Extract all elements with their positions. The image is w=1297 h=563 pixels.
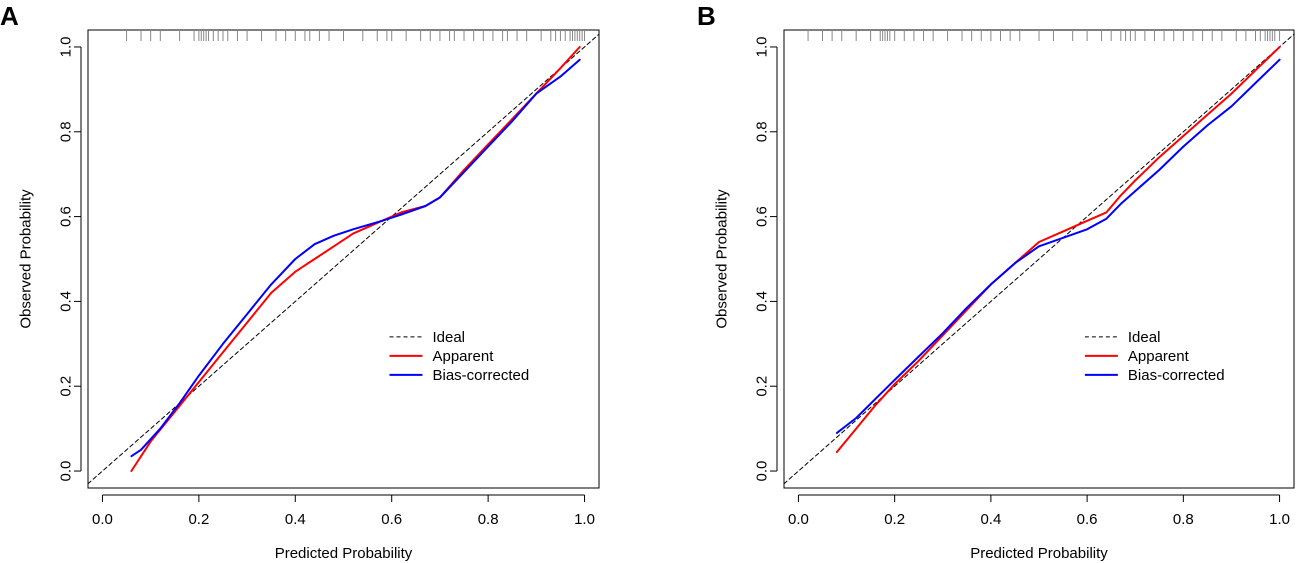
legend-label: Apparent bbox=[432, 348, 494, 365]
y-axis-title: Observed Probability bbox=[18, 189, 35, 329]
x-tick-label: 0.0 bbox=[788, 511, 809, 528]
x-tick-label: 0.2 bbox=[188, 511, 209, 528]
legend-label: Ideal bbox=[1128, 329, 1161, 346]
x-axis-title: Predicted Probability bbox=[970, 545, 1108, 562]
x-tick-label: 0.4 bbox=[980, 511, 1001, 528]
y-tick-label: 0.0 bbox=[754, 461, 771, 482]
y-tick-label: 0.6 bbox=[58, 206, 75, 227]
x-tick-label: 0.8 bbox=[1173, 511, 1194, 528]
y-tick-label: 0.8 bbox=[58, 121, 75, 142]
y-tick-label: 1.0 bbox=[58, 37, 75, 58]
legend-label: Ideal bbox=[432, 329, 465, 346]
x-tick-label: 0.6 bbox=[381, 511, 402, 528]
series-line-apparent bbox=[835, 46, 1281, 453]
y-tick-label: 0.4 bbox=[58, 291, 75, 312]
y-tick-label: 0.4 bbox=[754, 291, 771, 312]
x-tick-label: 0.6 bbox=[1077, 511, 1098, 528]
legend-label: Bias-corrected bbox=[1128, 367, 1225, 384]
panel-a: A 0.0 0.2 0.4 0.6 0.8 1.0 0.0 0.2 0.4 0.6 0.8 1.0 Pre… bbox=[0, 1, 600, 562]
y-tick-label: 0.6 bbox=[754, 206, 771, 227]
x-tick-label: 0.4 bbox=[285, 511, 306, 528]
series-line-ideal bbox=[784, 33, 1294, 485]
y-axis-title: Observed Probability bbox=[714, 189, 731, 329]
y-tick-label: 0.0 bbox=[58, 461, 75, 482]
panel-label: B bbox=[697, 1, 716, 31]
panel-b: B 0.0 0.2 0.4 0.6 0.8 1.0 0.0 0.2 0.4 0.6 0.8 1.0 Pre… bbox=[697, 1, 1295, 562]
legend-label: Apparent bbox=[1128, 348, 1190, 365]
panel-label: A bbox=[0, 1, 19, 31]
legend-label: Bias-corrected bbox=[432, 367, 529, 384]
x-tick-label: 1.0 bbox=[574, 511, 595, 528]
series-line-apparent bbox=[130, 46, 581, 472]
x-axis-title: Predicted Probability bbox=[275, 545, 413, 562]
series-line-bias-corrected bbox=[130, 58, 581, 458]
y-tick-label: 0.2 bbox=[58, 376, 75, 397]
series-line-ideal bbox=[88, 33, 599, 485]
x-tick-label: 0.8 bbox=[478, 511, 499, 528]
x-tick-label: 1.0 bbox=[1269, 511, 1290, 528]
y-tick-label: 0.8 bbox=[754, 121, 771, 142]
y-tick-label: 0.2 bbox=[754, 376, 771, 397]
series-line-bias-corrected bbox=[835, 58, 1281, 434]
x-tick-label: 0.0 bbox=[92, 511, 113, 528]
x-tick-label: 0.2 bbox=[884, 511, 905, 528]
y-tick-label: 1.0 bbox=[754, 37, 771, 58]
